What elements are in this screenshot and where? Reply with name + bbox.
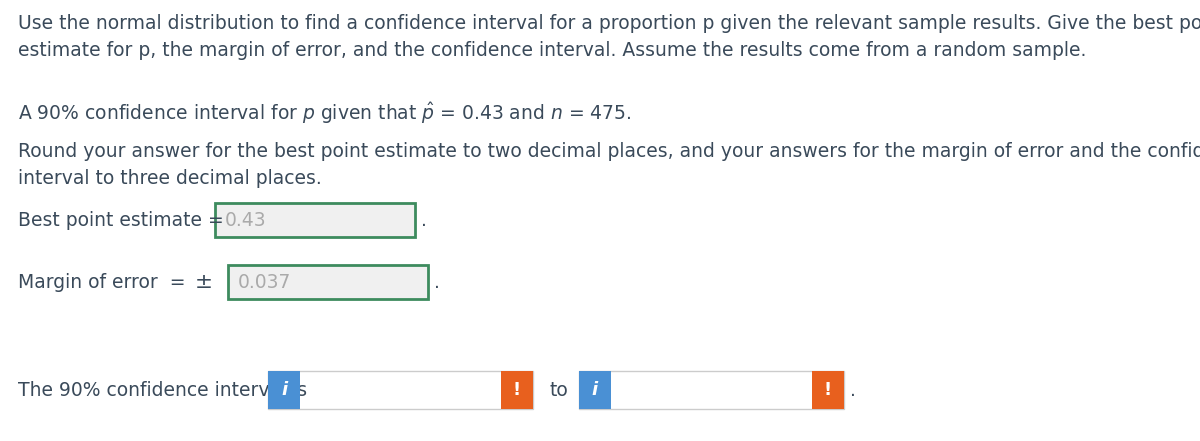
Text: .: .: [850, 381, 856, 400]
Text: 0.43: 0.43: [226, 210, 266, 229]
FancyBboxPatch shape: [268, 371, 533, 409]
FancyBboxPatch shape: [502, 371, 533, 409]
Text: Best point estimate =: Best point estimate =: [18, 210, 223, 229]
Text: Margin of error  =: Margin of error =: [18, 273, 186, 292]
Text: Use the normal distribution to find a confidence interval for a proportion p giv: Use the normal distribution to find a co…: [18, 14, 1200, 60]
Text: !: !: [512, 381, 521, 399]
Text: !: !: [824, 381, 832, 399]
Text: i: i: [281, 381, 287, 399]
Text: A 90% confidence interval for $p$ given that $\hat{p}$ = 0.43 and $n$ = 475.: A 90% confidence interval for $p$ given …: [18, 100, 631, 126]
Text: The 90% confidence interval is: The 90% confidence interval is: [18, 381, 307, 400]
Text: 0.037: 0.037: [238, 273, 292, 292]
FancyBboxPatch shape: [812, 371, 844, 409]
FancyBboxPatch shape: [268, 371, 300, 409]
Text: i: i: [592, 381, 598, 399]
Text: Round your answer for the best point estimate to two decimal places, and your an: Round your answer for the best point est…: [18, 142, 1200, 188]
FancyBboxPatch shape: [228, 265, 428, 299]
Text: to: to: [550, 381, 568, 400]
Text: ±: ±: [194, 272, 214, 292]
Text: .: .: [421, 210, 427, 229]
FancyBboxPatch shape: [580, 371, 611, 409]
Text: .: .: [434, 273, 440, 292]
FancyBboxPatch shape: [580, 371, 844, 409]
FancyBboxPatch shape: [215, 203, 415, 237]
